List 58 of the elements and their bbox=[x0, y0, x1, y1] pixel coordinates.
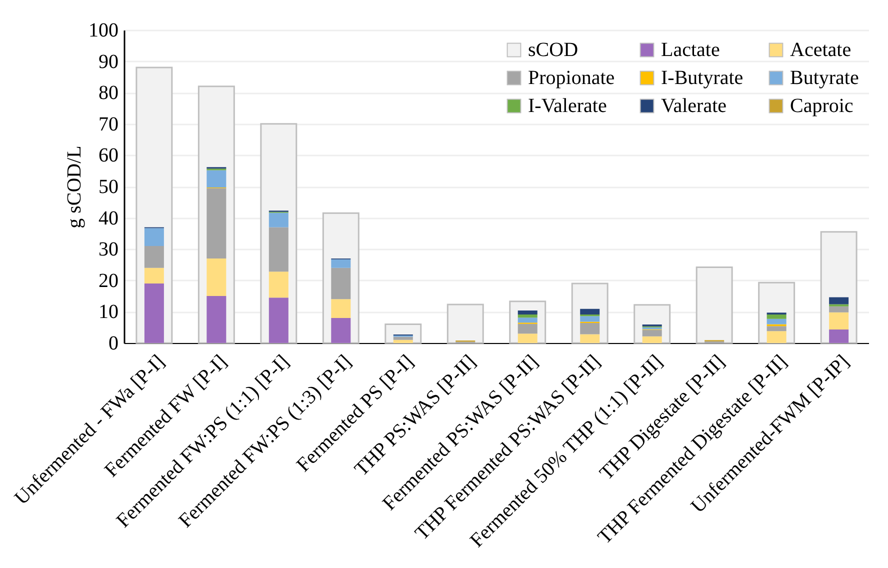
legend-label: Lactate bbox=[661, 39, 720, 61]
bar bbox=[642, 330, 662, 336]
legend-label: Butyrate bbox=[790, 67, 859, 89]
y-tick-label: 70 bbox=[98, 113, 118, 136]
bar bbox=[206, 296, 226, 343]
bar bbox=[268, 272, 288, 298]
bar bbox=[829, 297, 849, 304]
bar bbox=[331, 299, 351, 318]
bar bbox=[580, 334, 600, 343]
bar bbox=[829, 312, 849, 330]
y-tick-label: 50 bbox=[98, 176, 118, 198]
bar bbox=[580, 322, 600, 334]
bar bbox=[206, 170, 226, 188]
y-tick-label: 90 bbox=[98, 50, 118, 73]
legend-label: sCOD bbox=[528, 39, 578, 61]
bar bbox=[829, 306, 849, 312]
y-tick-label: 10 bbox=[98, 301, 118, 324]
bar bbox=[268, 298, 288, 343]
bar bbox=[518, 324, 538, 334]
bar bbox=[206, 258, 226, 296]
legend-label: Propionate bbox=[528, 67, 615, 89]
bar bbox=[518, 334, 538, 343]
bar bbox=[268, 227, 288, 272]
legend-label: Acetate bbox=[790, 39, 852, 61]
y-tick-label: 0 bbox=[108, 332, 118, 354]
bar bbox=[268, 212, 288, 228]
bar bbox=[580, 308, 600, 315]
bar bbox=[331, 259, 351, 268]
y-tick-label: 20 bbox=[98, 270, 118, 292]
bar bbox=[829, 330, 849, 343]
y-tick-label: 40 bbox=[98, 207, 118, 230]
bar bbox=[766, 318, 786, 324]
legend-label: I-Butyrate bbox=[661, 67, 744, 89]
bar bbox=[331, 318, 351, 343]
bar bbox=[393, 336, 413, 340]
bar bbox=[206, 188, 226, 258]
legend-label: I-Valerate bbox=[528, 95, 607, 117]
y-axis-title: g sCOD/L bbox=[64, 146, 86, 228]
bar bbox=[331, 268, 351, 300]
legend-label: Valerate bbox=[661, 95, 727, 117]
y-tick-label: 80 bbox=[98, 82, 118, 104]
bar bbox=[144, 284, 164, 343]
y-tick-label: 60 bbox=[98, 144, 118, 167]
bar bbox=[393, 340, 413, 343]
bar bbox=[766, 314, 786, 319]
bar bbox=[518, 314, 538, 318]
bar bbox=[580, 316, 600, 322]
bar bbox=[642, 336, 662, 343]
legend-label: Caproic bbox=[790, 95, 854, 117]
y-tick-label: 100 bbox=[88, 20, 118, 42]
bar bbox=[766, 331, 786, 343]
bar bbox=[518, 310, 538, 315]
bar bbox=[518, 318, 538, 323]
bar bbox=[766, 326, 786, 332]
y-tick-label: 30 bbox=[98, 238, 118, 261]
bar bbox=[144, 268, 164, 284]
bar bbox=[144, 228, 164, 246]
bar bbox=[144, 246, 164, 268]
